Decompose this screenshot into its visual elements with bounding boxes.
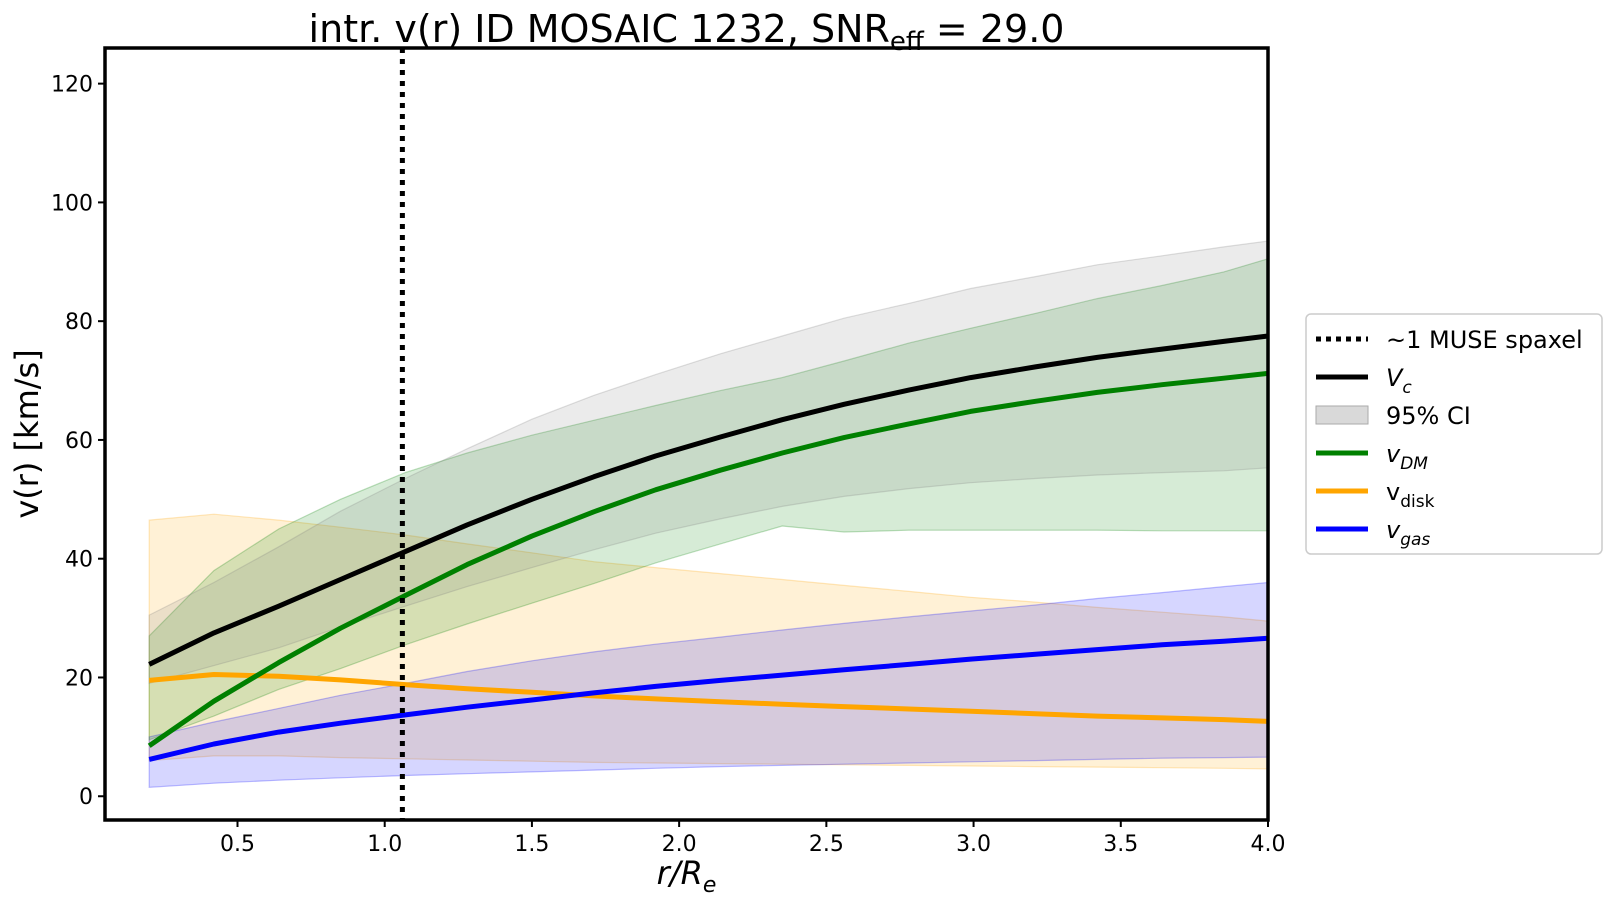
- legend-label-main: ~1 MUSE spaxel: [1386, 326, 1583, 354]
- x-axis-label-main: r/R: [657, 854, 703, 892]
- y-tick-label: 20: [65, 666, 93, 691]
- plot-frame: [103, 46, 1270, 822]
- line-v-gas: [148, 635, 1269, 762]
- x-tick-label: 3.5: [1103, 832, 1138, 857]
- y-tick-label: 120: [51, 73, 93, 98]
- legend-swatch: [1315, 405, 1369, 425]
- legend-label-sub: gas: [1400, 530, 1430, 550]
- y-tick-label: 100: [51, 191, 93, 216]
- x-tick-label: 2.5: [809, 832, 844, 857]
- legend-item: vDM: [1316, 440, 1428, 474]
- x-tick-label: 1.0: [367, 832, 402, 857]
- x-tick-label: 0.5: [220, 832, 255, 857]
- legend-label: ~1 MUSE spaxel: [1386, 326, 1583, 354]
- x-axis-ticks: 0.5 1.0 1.5 2.0 2.5 3.0 3.5 4.0: [220, 820, 1286, 857]
- legend-label-main: v: [1386, 440, 1401, 468]
- legend-label: 95% CI: [1386, 402, 1471, 430]
- chart-title-main: intr. v(r) ID MOSAIC 1232, SNR: [309, 7, 890, 51]
- chart-title: intr. v(r) ID MOSAIC 1232, SNReff = 29.0: [309, 7, 1065, 57]
- x-tick-label: 4.0: [1251, 832, 1286, 857]
- legend-item: vgas: [1316, 516, 1430, 550]
- x-axis-label: r/Re: [657, 854, 717, 898]
- legend-label-main: 95% CI: [1386, 402, 1471, 430]
- legend-label: vgas: [1386, 516, 1430, 550]
- line-v-dm: [147, 370, 1269, 748]
- y-axis-ticks: 0 20 40 60 80 100 120: [51, 73, 105, 810]
- legend-label: Vc: [1386, 364, 1412, 398]
- x-axis-label-sub: e: [703, 873, 717, 898]
- legend-frame: [1305, 313, 1603, 555]
- legend-item: ~1 MUSE spaxel: [1316, 326, 1583, 354]
- legend-label: vDM: [1386, 440, 1428, 474]
- confidence-bands: [148, 240, 1269, 788]
- legend-label-sub: disk: [1400, 492, 1434, 512]
- legend-label: vdisk: [1386, 478, 1435, 512]
- legend-item: Vc: [1316, 364, 1412, 398]
- legend-label-sub: c: [1402, 378, 1412, 398]
- y-tick-label: 40: [65, 548, 93, 573]
- y-tick-label: 60: [65, 429, 93, 454]
- y-tick-label: 0: [79, 785, 93, 810]
- chart-title-sub: eff: [890, 27, 925, 57]
- x-tick-label: 1.5: [514, 832, 549, 857]
- legend-label-sub: DM: [1400, 454, 1428, 474]
- series-lines: [147, 333, 1269, 762]
- y-axis-label: v(r) [km/s]: [8, 349, 46, 518]
- legend-label-main: V: [1386, 364, 1404, 392]
- legend-label-main: v: [1386, 516, 1401, 544]
- line-v-disk: [148, 672, 1269, 724]
- line-v-c: [148, 333, 1269, 667]
- y-tick-label: 80: [65, 310, 93, 335]
- legend-label-main: v: [1386, 478, 1400, 506]
- legend-item: vdisk: [1316, 478, 1435, 512]
- legend-item: 95% CI: [1315, 402, 1471, 430]
- chart-title-suffix: = 29.0: [924, 7, 1065, 51]
- x-tick-label: 3.0: [956, 832, 991, 857]
- x-tick-label: 2.0: [662, 832, 697, 857]
